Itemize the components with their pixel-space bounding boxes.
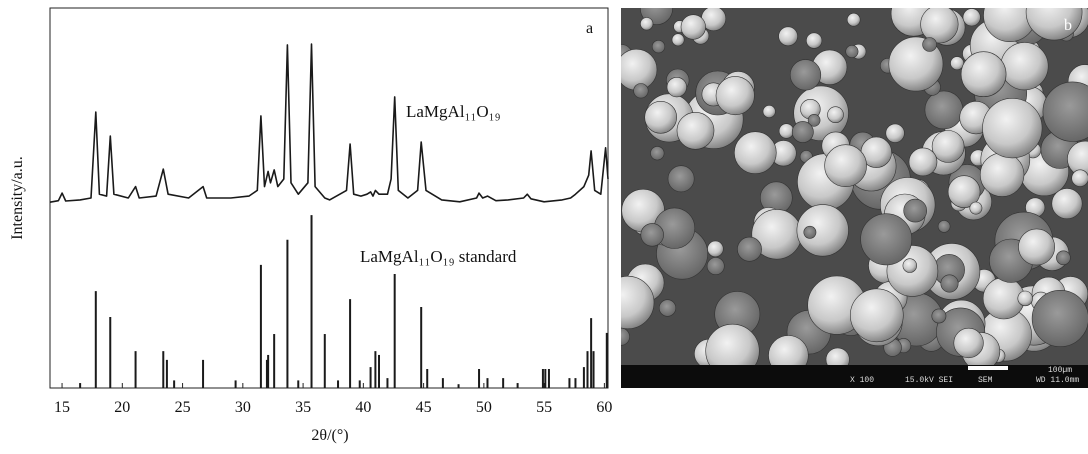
particle: [621, 275, 655, 330]
magnification: X 100: [850, 376, 874, 385]
working-distance: WD 11.0mm: [1036, 376, 1079, 385]
x-tick-label: 55: [536, 399, 552, 416]
particle: [667, 165, 695, 193]
particle: [644, 101, 678, 134]
particle: [860, 213, 913, 266]
particle: [705, 323, 760, 365]
particle: [1031, 290, 1088, 347]
particle: [706, 257, 725, 276]
xrd-pattern: [49, 43, 609, 203]
sem-image: b X 100 15.0kV SEI SEM 100µm WD 11.0mm: [621, 8, 1088, 388]
particle: [931, 308, 947, 324]
particle: [908, 147, 938, 177]
x-tick-label: 30: [235, 399, 251, 416]
particle: [845, 44, 859, 58]
particle: [676, 112, 715, 150]
particle: [825, 347, 850, 365]
particle: [778, 123, 795, 139]
particle: [803, 225, 817, 239]
particle: [969, 201, 983, 215]
particle: [982, 98, 1043, 159]
plot-frame: [49, 7, 609, 389]
particle: [1042, 81, 1088, 142]
series-label: LaMgAl₁₁O₁₉: [406, 102, 501, 121]
particle: [621, 48, 658, 91]
particle: [924, 90, 964, 130]
scale-bar: [968, 366, 1008, 370]
particle: [805, 32, 823, 49]
sem-particles: [621, 8, 1088, 365]
particle: [885, 123, 905, 143]
scale-text: 100µm: [1048, 366, 1072, 375]
particle: [903, 198, 928, 223]
particle: [796, 204, 849, 257]
particle: [953, 327, 984, 359]
series-label: LaMgAl₁₁O₁₉ standard: [360, 247, 517, 266]
x-tick-label: 60: [596, 399, 612, 416]
particle: [680, 14, 706, 40]
particle: [707, 240, 724, 258]
particle: [931, 130, 965, 163]
x-tick-label: 25: [175, 399, 191, 416]
x-tick-label: 35: [295, 399, 311, 416]
x-tick-label: 40: [355, 399, 371, 416]
particle: [922, 37, 937, 52]
particle: [651, 39, 666, 54]
x-axis-title: 2θ/(°): [311, 427, 348, 444]
particle: [658, 299, 677, 317]
voltage: 15.0kV SEI: [905, 376, 953, 385]
particle: [824, 144, 867, 187]
particle: [733, 131, 777, 174]
x-tick-label: 50: [476, 399, 492, 416]
panel-label: a: [586, 20, 593, 37]
particle: [1018, 228, 1056, 266]
particle: [666, 76, 687, 98]
particle: [979, 152, 1025, 197]
particle: [1000, 42, 1049, 91]
particle: [791, 121, 814, 143]
x-tick-label: 20: [114, 399, 130, 416]
particle: [640, 223, 664, 247]
particle: [778, 26, 798, 47]
particle: [633, 83, 649, 99]
particle: [827, 106, 844, 123]
particle: [1056, 250, 1071, 266]
particle: [902, 258, 917, 273]
x-tick-label: 45: [416, 399, 432, 416]
particle: [947, 175, 981, 208]
x-tick-label: 15: [54, 399, 70, 416]
particle: [671, 33, 685, 47]
particle: [940, 274, 959, 293]
particle: [1025, 8, 1083, 41]
particle: [621, 327, 630, 346]
particle: [768, 335, 809, 365]
particle: [1017, 290, 1033, 307]
particle: [937, 220, 951, 233]
sem-info-bar: [621, 365, 1088, 388]
panel-label: b: [1064, 17, 1072, 34]
particle: [789, 59, 822, 91]
particle: [960, 51, 1007, 97]
particle: [1051, 188, 1083, 220]
particle: [962, 8, 981, 27]
mode: SEM: [978, 376, 993, 385]
particle: [762, 105, 776, 119]
particle: [737, 236, 762, 262]
particle: [640, 17, 654, 31]
particle: [715, 76, 755, 116]
particle: [849, 288, 904, 343]
particle: [846, 12, 861, 27]
y-axis-title: Intensity/a.u.: [9, 156, 26, 240]
particle: [920, 8, 959, 44]
particle: [807, 114, 821, 127]
particle: [1071, 169, 1088, 187]
particle: [650, 146, 665, 161]
